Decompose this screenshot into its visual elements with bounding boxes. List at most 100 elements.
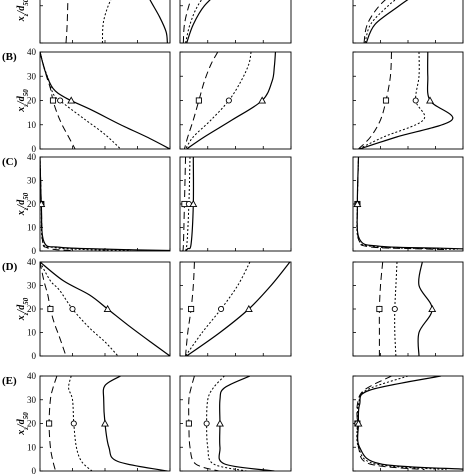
series-solid-line — [40, 262, 170, 356]
panel-frame — [179, 375, 292, 472]
panel-a — [39, 0, 171, 44]
y-tick-label: 10 — [27, 120, 37, 130]
panel-curves — [185, 262, 291, 356]
marker-circle — [69, 305, 76, 313]
marker-square — [46, 420, 53, 427]
series-solid-line — [40, 157, 170, 251]
y-axis-title-subscript: z — [22, 13, 30, 17]
y-axis-title-main: x — [16, 210, 27, 216]
y-axis-title-denominator-subscript: 50 — [22, 192, 30, 200]
row-label: (E) — [2, 375, 17, 387]
y-axis-title-denominator-subscript: 50 — [22, 0, 30, 6]
y-axis-title: xz/d50 — [16, 89, 30, 113]
series-solid-line — [102, 376, 168, 471]
series-dashed-line — [65, 0, 69, 43]
marker-circle — [203, 420, 210, 427]
marker-triangle — [354, 419, 363, 427]
y-axis-title-denominator: /d — [16, 304, 27, 314]
panel-frame — [179, 156, 292, 252]
y-axis-title: xz/d50 — [16, 412, 30, 436]
series-dotted-line — [358, 52, 426, 149]
panel-curves — [358, 52, 454, 149]
panel-b — [179, 0, 292, 44]
marker-square — [195, 97, 202, 104]
y-tick-label: 30 — [27, 395, 37, 405]
panel-curves — [40, 52, 170, 149]
panel-b — [179, 156, 292, 252]
y-tick-label: 30 — [27, 176, 37, 186]
panel-c — [352, 0, 464, 44]
series-solid-line — [185, 157, 195, 251]
row-label: (B) — [2, 51, 17, 63]
panel-curves — [46, 376, 168, 471]
y-axis-title-subscript: z — [22, 427, 30, 431]
series-solid-line — [186, 262, 291, 356]
y-tick-label: 30 — [27, 71, 37, 81]
series-dashed-line — [363, 0, 386, 43]
panel-frame — [179, 261, 292, 357]
panel-curves — [376, 262, 437, 356]
panel-c — [352, 51, 464, 150]
panel-a — [39, 51, 171, 150]
series-solid-line — [40, 52, 170, 149]
panel-b — [179, 51, 292, 150]
series-dotted-line — [206, 376, 247, 471]
y-axis-title-denominator: /d — [16, 95, 27, 105]
y-tick-label: 0 — [32, 144, 37, 154]
panel-frame — [352, 261, 464, 357]
y-tick-label: 40 — [27, 152, 37, 162]
panel-c — [352, 375, 464, 472]
series-solid-line — [218, 376, 275, 471]
y-axis-title-subscript: z — [22, 104, 30, 108]
y-tick-label: 10 — [27, 328, 37, 338]
marker-triangle — [67, 96, 76, 104]
row-2: (B) xz/d50 0 10 20 30 40 — [2, 47, 464, 154]
series-dashed-line — [356, 157, 447, 251]
y-axis-title-denominator: /d — [16, 418, 27, 428]
y-tick-label: 20 — [27, 96, 37, 106]
panel-c — [352, 156, 464, 252]
panel-b — [179, 261, 292, 357]
series-dotted-line — [364, 0, 396, 43]
series-solid-line — [186, 0, 211, 43]
panel-frame — [39, 156, 171, 252]
series-dotted-line — [356, 157, 458, 250]
panel-frame — [179, 0, 292, 44]
panel-curves — [353, 157, 463, 251]
marker-triangle — [103, 304, 112, 313]
series-dotted-line — [185, 0, 203, 43]
panel-a — [39, 375, 171, 472]
marker-circle — [57, 97, 64, 104]
marker-square — [185, 420, 192, 427]
marker-square — [376, 305, 383, 313]
marker-triangle — [101, 419, 109, 427]
y-axis-title-main: x — [16, 430, 27, 436]
marker-triangle — [40, 199, 46, 208]
series-dashed-line — [358, 52, 392, 149]
panel-curves — [363, 0, 409, 43]
row-5: (E) xz/d50 0 10 20 30 40 — [2, 371, 464, 474]
marker-square — [382, 97, 390, 104]
panel-frame — [39, 0, 171, 44]
y-tick-label: 40 — [27, 257, 37, 267]
series-solid-line — [359, 52, 454, 149]
panel-curves — [40, 157, 170, 251]
y-axis-title-denominator-subscript: 50 — [22, 412, 30, 420]
marker-triangle — [428, 304, 437, 313]
panel-a — [39, 261, 171, 357]
marker-triangle — [189, 199, 198, 208]
panel-curves — [181, 157, 198, 251]
y-axis-title: xz/d50 — [16, 192, 30, 216]
y-axis-title: xz/d50 — [16, 0, 30, 22]
marker-circle — [225, 97, 232, 104]
row-4: (D) xz/d50 0 10 20 30 40 — [2, 257, 464, 361]
panel-curves — [182, 0, 211, 43]
y-axis-title-subscript: z — [22, 312, 30, 316]
marker-circle — [218, 305, 225, 313]
y-axis-title-main: x — [16, 107, 27, 113]
y-tick-label: 0 — [32, 246, 37, 256]
panel-frame — [352, 156, 464, 252]
panel-curves — [185, 376, 275, 471]
marker-square — [47, 305, 54, 313]
series-dashed-line — [183, 52, 219, 149]
